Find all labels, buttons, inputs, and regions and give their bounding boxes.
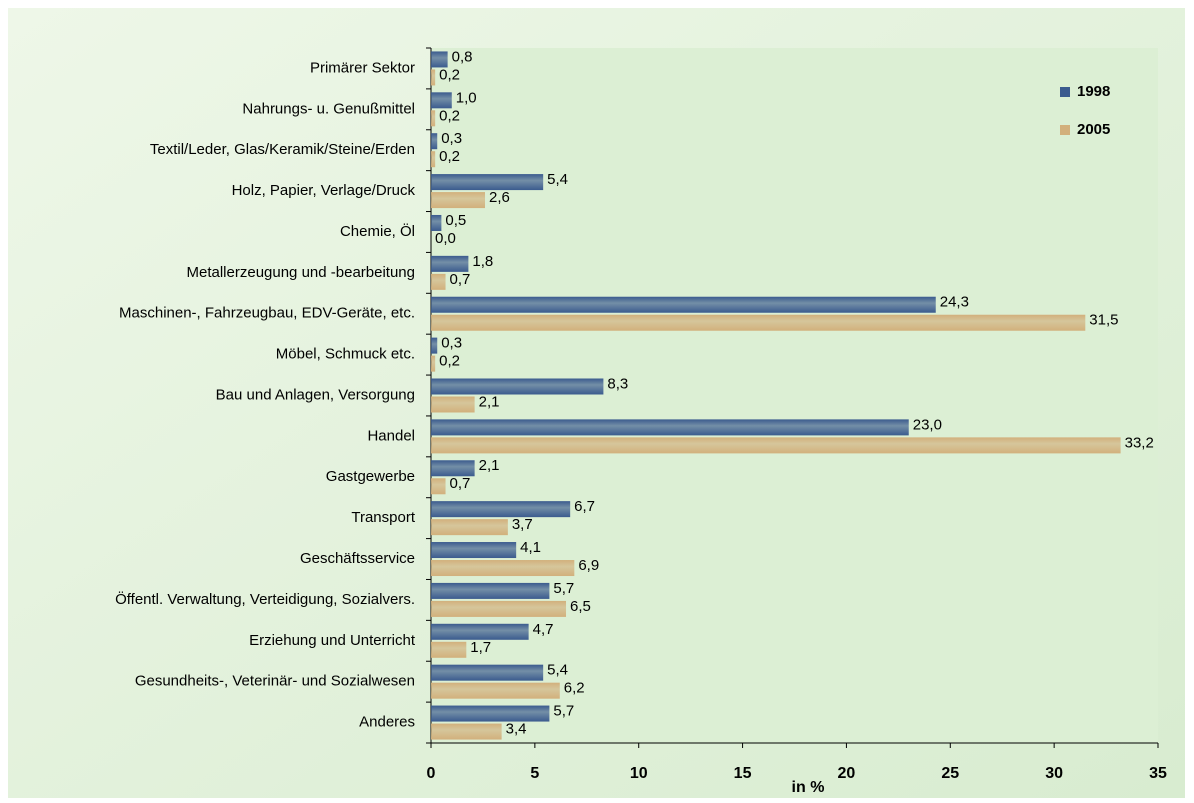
value-label: 1,0 [456,89,477,106]
y-tick-label: Erziehung und Unterricht [249,632,416,649]
y-tick-label: Bau und Anlagen, Versorgung [216,386,415,403]
bar [431,296,936,313]
bar [431,560,575,577]
value-label: 8,3 [607,375,628,392]
value-label: 5,7 [553,703,574,720]
value-label: 5,4 [547,171,568,188]
bar [431,151,436,168]
value-label: 4,1 [520,539,541,556]
y-tick-label: Textil/Leder, Glas/Keramik/Steine/Erden [150,141,415,158]
x-tick-label: 30 [1045,765,1063,782]
value-label: 2,1 [479,393,500,410]
value-label: 0,2 [439,353,460,370]
y-tick-label: Primärer Sektor [310,59,415,76]
y-tick-label: Holz, Papier, Verlage/Druck [232,182,416,199]
bar [431,69,436,86]
y-tick-label: Nahrungs- u. Genußmittel [242,100,415,117]
value-label: 5,7 [553,580,574,597]
bar [431,314,1086,331]
bar [431,437,1121,454]
value-label: 0,7 [450,271,471,288]
legend-swatch [1060,125,1070,135]
value-label: 33,2 [1125,434,1154,451]
x-tick-label: 5 [530,765,539,782]
bar [431,396,475,413]
bar [431,623,529,640]
y-tick-label: Transport [351,509,415,526]
bar [431,133,438,150]
legend-label: 2005 [1077,121,1110,138]
bar [431,192,486,209]
bar [431,214,442,231]
bar [431,355,436,372]
bar [431,682,560,699]
y-tick-label: Geschäftsservice [300,550,415,567]
bar [431,542,517,559]
bar [431,337,438,354]
value-label: 31,5 [1089,312,1118,329]
value-label: 6,5 [570,598,591,615]
x-tick-label: 15 [734,765,752,782]
bar [431,478,446,495]
bar [431,664,544,681]
value-label: 0,2 [439,148,460,165]
value-label: 1,8 [472,253,493,270]
bar [431,419,909,436]
y-tick-label: Öffentl. Verwaltung, Verteidigung, Sozia… [115,590,415,608]
value-label: 0,7 [450,475,471,492]
value-label: 3,4 [506,721,527,738]
value-label: 0,3 [441,130,462,147]
value-label: 24,3 [940,294,969,311]
y-tick-label: Gesundheits-, Veterinär- und Sozialwesen [135,673,415,690]
y-tick-label: Gastgewerbe [326,468,415,485]
value-label: 6,7 [574,498,595,515]
y-tick-label: Metallerzeugung und -bearbeitung [187,264,416,281]
value-label: 6,2 [564,680,585,697]
y-tick-label: Chemie, Öl [340,222,415,240]
value-label: 0,2 [439,107,460,124]
bar [431,460,475,477]
value-label: 0,3 [441,335,462,352]
x-tick-label: 35 [1149,765,1167,782]
bar [431,600,567,617]
bar [431,92,452,109]
x-tick-label: 25 [941,765,959,782]
bar [431,51,448,68]
y-tick-label: Maschinen-, Fahrzeugbau, EDV-Geräte, etc… [119,305,415,322]
y-tick-label: Handel [367,427,415,444]
bar [431,641,467,658]
value-label: 0,0 [435,230,456,247]
value-label: 5,4 [547,662,568,679]
bar [431,378,604,395]
value-label: 1,7 [470,639,491,656]
bar [431,255,469,272]
bar [431,110,436,127]
value-label: 6,9 [578,557,599,574]
value-label: 4,7 [533,621,554,638]
value-label: 0,5 [445,212,466,229]
bar [431,723,502,740]
bar [431,501,571,518]
legend-swatch [1060,87,1070,97]
bar [431,273,446,290]
bar [431,519,508,536]
value-label: 2,6 [489,189,510,206]
y-tick-label: Möbel, Schmuck etc. [276,346,415,363]
value-label: 0,8 [452,48,473,65]
value-label: 2,1 [479,457,500,474]
bar [431,582,550,599]
plot-area [431,48,1158,743]
value-label: 0,2 [439,66,460,83]
bar [431,705,550,722]
x-tick-label: 20 [838,765,856,782]
x-tick-label: 0 [427,765,436,782]
x-tick-label: 10 [630,765,648,782]
value-label: 23,0 [913,416,942,433]
legend-label: 1998 [1077,83,1110,100]
bar [431,174,544,191]
x-axis-label: in % [792,779,825,796]
y-tick-label: Anderes [359,714,415,731]
value-label: 3,7 [512,516,533,533]
